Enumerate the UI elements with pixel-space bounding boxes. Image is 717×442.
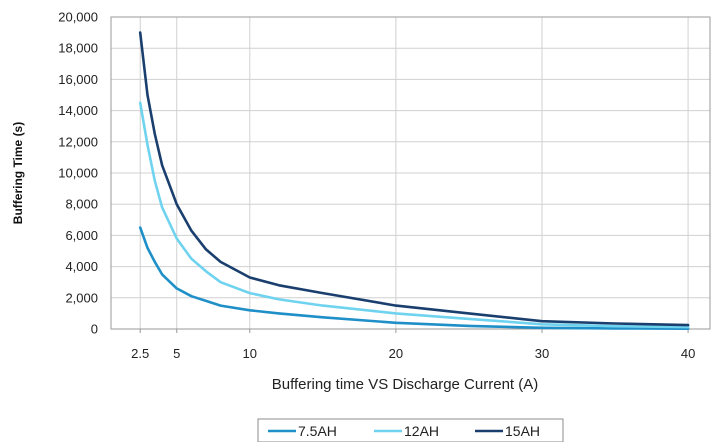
x-tick-label: 10 xyxy=(243,346,257,361)
legend: 7.5AH 12AH 15AH xyxy=(257,418,564,442)
y-axis-title: Buffering Time (s) xyxy=(11,122,25,224)
y-tick-label: 16,000 xyxy=(58,72,98,87)
y-tick-label: 2,000 xyxy=(65,290,98,305)
legend-label: 12AH xyxy=(404,423,439,439)
x-tick-label: 20 xyxy=(389,346,403,361)
y-tick-label: 0 xyxy=(91,322,98,337)
y-tick-label: 14,000 xyxy=(58,103,98,118)
y-tick-label: 4,000 xyxy=(65,259,98,274)
series-line-15AH xyxy=(138,31,690,327)
y-tick-label: 10,000 xyxy=(58,166,98,181)
legend-label: 15AH xyxy=(505,423,540,439)
x-axis-title: Buffering time VS Discharge Current (A) xyxy=(272,376,539,393)
y-tick-label: 6,000 xyxy=(65,228,98,243)
x-axis-ticks: 2.5 5 10 20 30 40 xyxy=(131,329,695,361)
series-layer xyxy=(138,31,690,331)
legend-box xyxy=(257,418,564,442)
x-tick-label: 5 xyxy=(173,346,180,361)
x-tick-label: 2.5 xyxy=(131,346,149,361)
legend-label: 7.5AH xyxy=(298,423,337,439)
series-line-12AH xyxy=(138,101,690,329)
y-tick-label: 12,000 xyxy=(58,134,98,149)
grid-layer xyxy=(111,16,710,330)
y-tick-label: 20,000 xyxy=(58,10,98,25)
plot-area-border xyxy=(110,16,711,330)
y-axis-ticks: 0 2,000 4,000 6,000 8,000 10,000 12,000 14,000 1… xyxy=(58,10,98,337)
series-line-7.5AH xyxy=(138,226,690,331)
y-tick-label: 18,000 xyxy=(58,41,98,56)
x-tick-label: 40 xyxy=(681,346,695,361)
y-tick-label: 8,000 xyxy=(65,197,98,212)
x-tick-label: 30 xyxy=(535,346,549,361)
